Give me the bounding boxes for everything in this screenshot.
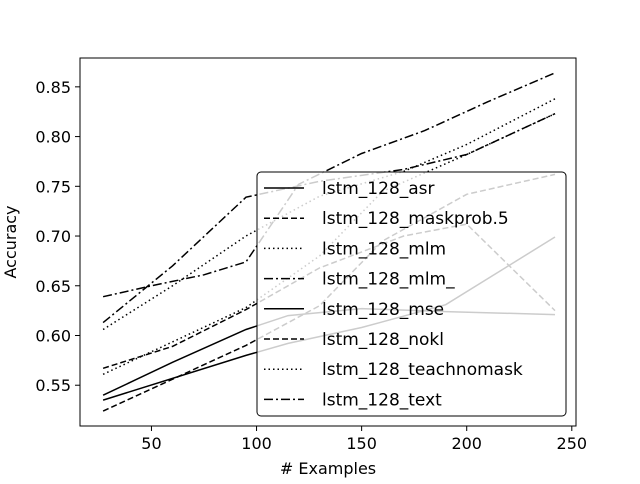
y-tick-label: 0.85 bbox=[35, 78, 71, 97]
y-tick-label: 0.75 bbox=[35, 177, 71, 196]
legend-label: lstm_128_text bbox=[322, 390, 442, 410]
legend-label: lstm_128_mlm_ bbox=[322, 270, 455, 290]
series-line-lstm_128_mlm_ bbox=[102, 113, 556, 324]
series-line-lstm_128_teachnomask bbox=[102, 98, 556, 331]
legend-label: lstm_128_mse bbox=[322, 300, 444, 320]
x-axis-label: # Examples bbox=[280, 459, 376, 478]
axis-ticks: 50 100 150 200 250 0.55 0.60 0.65 0.70 0.75 0.80 0.… bbox=[35, 78, 587, 453]
y-tick-label: 0.60 bbox=[35, 326, 71, 345]
x-tick-label: 150 bbox=[346, 434, 377, 453]
legend-label: lstm_128_mlm bbox=[322, 239, 446, 259]
plot-frame bbox=[79, 57, 577, 427]
y-axis-label: Accuracy bbox=[1, 205, 20, 278]
x-tick-label: 50 bbox=[141, 434, 161, 453]
legend-label: lstm_128_teachnomask bbox=[322, 360, 523, 380]
legend-label: lstm_128_asr bbox=[322, 179, 435, 199]
legend: lstm_128_asr lstm_128_maskprob.5 lstm_128_… bbox=[256, 171, 567, 417]
legend-label: lstm_128_nokl bbox=[322, 330, 444, 350]
y-tick-label: 0.80 bbox=[35, 128, 71, 147]
legend-label: lstm_128_maskprob.5 bbox=[322, 209, 509, 229]
y-tick-label: 0.70 bbox=[35, 227, 71, 246]
y-tick-label: 0.65 bbox=[35, 277, 71, 296]
legend-box bbox=[256, 171, 567, 417]
x-tick-label: 100 bbox=[241, 434, 272, 453]
y-tick-label: 0.55 bbox=[35, 376, 71, 395]
x-tick-label: 250 bbox=[557, 434, 588, 453]
x-tick-label: 200 bbox=[451, 434, 482, 453]
